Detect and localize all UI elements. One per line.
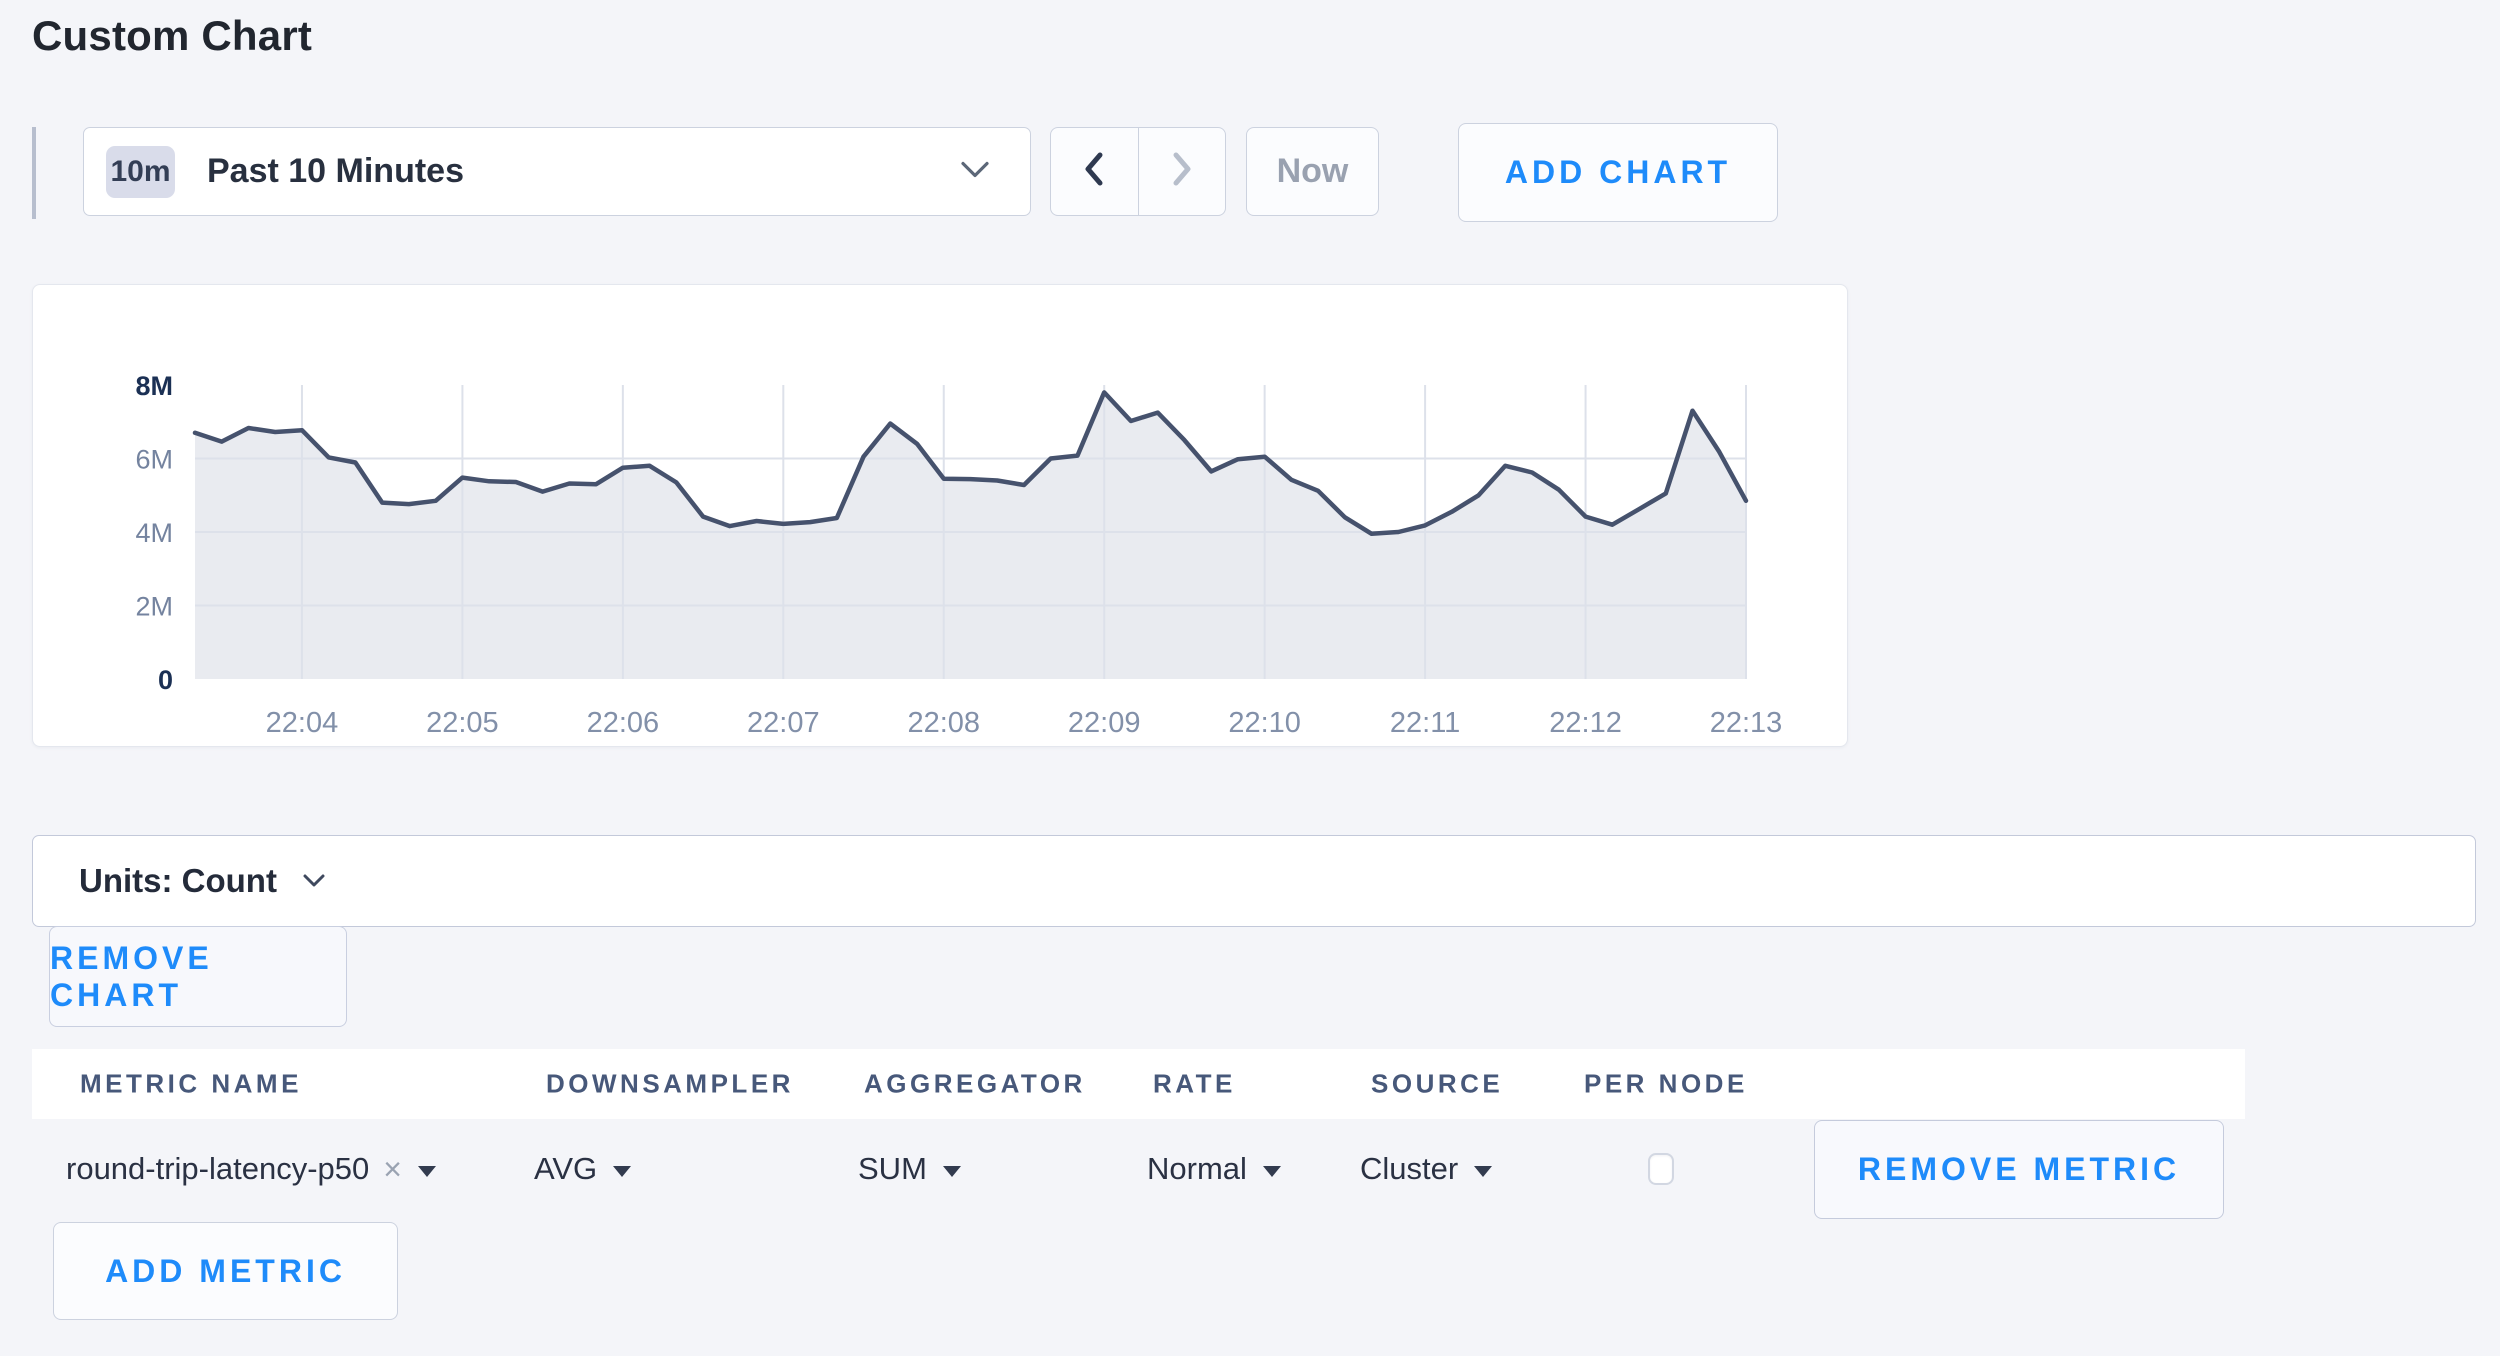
metric-name-select[interactable]: round-trip-latency-p50 × — [66, 1119, 436, 1219]
column-header-per-node: PER NODE — [1584, 1068, 1748, 1099]
chart-card: 0 2M 4M 6M 8M 22:04 22:05 22:06 22:07 22:08 22:09 2… — [32, 284, 1848, 747]
chart-x-axis-label: 22:12 — [1549, 707, 1622, 739]
time-back-button[interactable] — [1051, 128, 1139, 215]
aggregator-value: SUM — [858, 1151, 927, 1186]
remove-chart-label: REMOVE CHART — [50, 939, 213, 1013]
column-header-aggregator: AGGREGATOR — [864, 1068, 1086, 1099]
chart-x-axis-label: 22:06 — [587, 707, 660, 739]
remove-metric-button[interactable]: REMOVE METRIC — [1814, 1120, 2224, 1219]
units-dropdown[interactable]: Units: Count — [32, 835, 2476, 927]
chevron-down-icon — [303, 874, 325, 893]
now-button[interactable]: Now — [1246, 127, 1379, 216]
add-chart-button[interactable]: ADD CHART — [1458, 123, 1778, 222]
caret-down-icon — [1474, 1165, 1493, 1177]
column-header-source: SOURCE — [1371, 1068, 1504, 1099]
page-title: Custom Chart — [32, 12, 313, 59]
chart-y-axis-label: 2M — [135, 592, 173, 622]
remove-metric-label: REMOVE METRIC — [1857, 1151, 2181, 1187]
chart-y-axis-label: 6M — [135, 445, 173, 475]
toolbar-accent-bar — [32, 127, 36, 219]
now-button-label: Now — [1276, 152, 1349, 190]
chart-series-line — [192, 390, 1749, 537]
chart-y-axis-label: 4M — [135, 518, 173, 548]
caret-down-icon — [1262, 1165, 1281, 1177]
metric-area-chart[interactable]: 0 2M 4M 6M 8M 22:04 22:05 22:06 22:07 22:08 22:09 2… — [33, 285, 1849, 748]
time-nav-group — [1050, 127, 1226, 216]
rate-select[interactable]: Normal — [1147, 1119, 1281, 1219]
downsampler-select[interactable]: AVG — [534, 1119, 632, 1219]
chart-x-axis-label: 22:10 — [1228, 707, 1301, 739]
column-header-metric-name: METRIC NAME — [80, 1068, 302, 1099]
column-header-rate: RATE — [1153, 1068, 1236, 1099]
source-select[interactable]: Cluster — [1360, 1119, 1493, 1219]
rate-value: Normal — [1147, 1151, 1247, 1186]
remove-metric-tag-icon[interactable]: × — [383, 1150, 402, 1187]
chart-x-axis-label: 22:09 — [1068, 707, 1141, 739]
time-forward-button[interactable] — [1139, 128, 1226, 215]
time-range-label: Past 10 Minutes — [207, 152, 464, 190]
chart-x-axis-label: 22:13 — [1710, 707, 1783, 739]
chart-y-axis-label: 0 — [158, 665, 173, 695]
caret-down-icon — [417, 1165, 436, 1177]
chevron-down-icon — [960, 160, 990, 183]
caret-down-icon — [613, 1165, 632, 1177]
add-chart-label: ADD CHART — [1504, 154, 1732, 190]
chart-y-axis-label: 8M — [135, 371, 173, 401]
chart-x-axis-label: 22:05 — [426, 707, 499, 739]
chevron-right-icon — [1168, 149, 1196, 194]
time-range-selector[interactable]: 10m Past 10 Minutes — [83, 127, 1031, 216]
chart-x-axis-label: 22:07 — [747, 707, 820, 739]
metric-name-value: round-trip-latency-p50 — [66, 1151, 370, 1186]
units-dropdown-label: Units: Count — [79, 862, 277, 899]
add-metric-label: ADD METRIC — [105, 1252, 346, 1289]
chevron-left-icon — [1080, 149, 1108, 194]
chart-x-axis-label: 22:04 — [266, 707, 339, 739]
source-value: Cluster — [1360, 1151, 1459, 1186]
chart-area-fill — [195, 392, 1746, 679]
column-header-downsampler: DOWNSAMPLER — [546, 1068, 794, 1099]
chart-x-axis-label: 22:11 — [1390, 707, 1460, 739]
per-node-checkbox[interactable] — [1648, 1153, 1674, 1185]
metric-row: round-trip-latency-p50 × AVG SUM Normal … — [0, 1119, 2500, 1219]
time-range-badge: 10m — [106, 145, 175, 198]
aggregator-select[interactable]: SUM — [858, 1119, 961, 1219]
metrics-table-header: METRIC NAME DOWNSAMPLER AGGREGATOR RATE … — [32, 1049, 2245, 1119]
remove-chart-button[interactable]: REMOVE CHART — [49, 926, 347, 1027]
add-metric-button[interactable]: ADD METRIC — [53, 1222, 398, 1320]
chart-x-axis-label: 22:08 — [907, 707, 980, 739]
downsampler-value: AVG — [534, 1151, 598, 1186]
caret-down-icon — [942, 1165, 961, 1177]
